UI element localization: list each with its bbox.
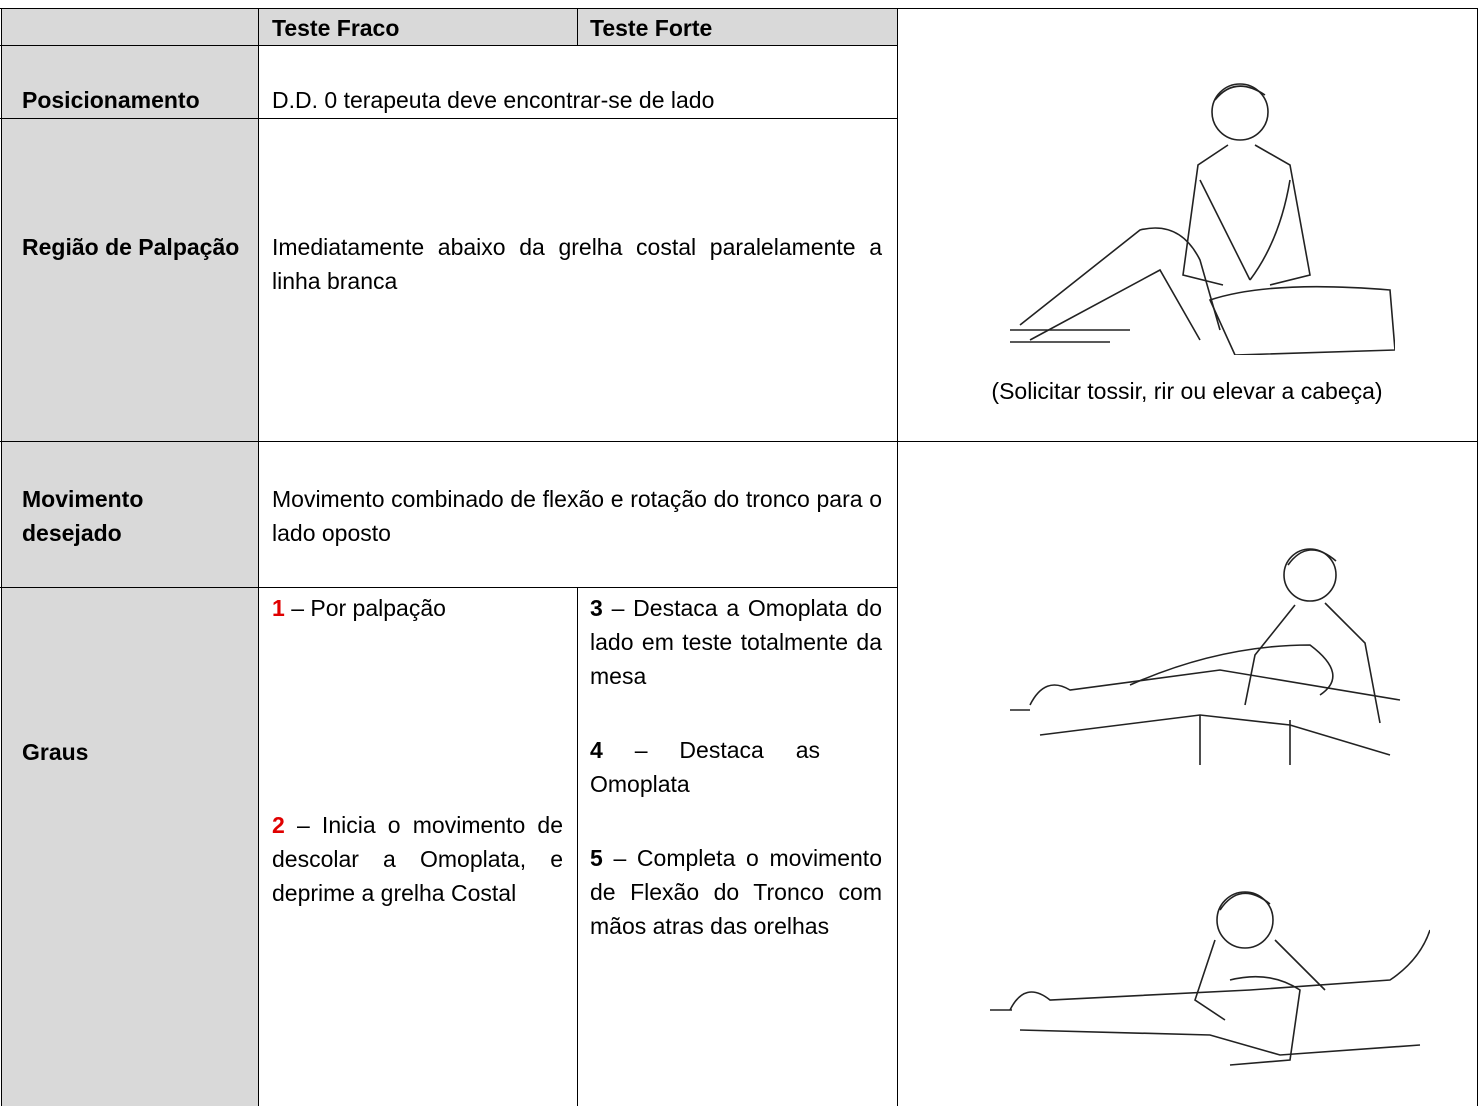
grade-item: 4 – Destaca as Omoplata [590, 733, 820, 801]
grade-text: – Destaca as Omoplata [590, 737, 820, 797]
border [258, 8, 259, 1106]
grade-text: – Completa o movimento de Flexão do Tron… [590, 845, 882, 939]
row-text: Movimento combinado de flexão e rotação … [272, 486, 882, 546]
row-label: Região de Palpação [22, 234, 240, 260]
grade-number: 2 [272, 812, 285, 838]
grade-item: 2 – Inicia o movimento de descolar a Omo… [272, 808, 563, 910]
caption: (Solicitar tossir, rir ou elevar a cabeç… [991, 378, 1383, 404]
border [577, 8, 578, 45]
border [0, 118, 897, 119]
border [0, 45, 897, 46]
grade-text: – Destaca a Omoplata do lado em teste to… [590, 595, 882, 689]
row-text: Imediatamente abaixo da grelha costal pa… [272, 234, 882, 294]
grade-item: 3 – Destaca a Omoplata do lado em teste … [590, 591, 882, 693]
grade-item: 1 – Por palpação [272, 591, 563, 625]
grade-item: 5 – Completa o movimento de Flexão do Tr… [590, 841, 882, 943]
row-label: Graus [22, 739, 89, 765]
illustration [1010, 548, 1401, 765]
border [897, 8, 898, 1106]
header-cell: Teste Fraco [272, 15, 400, 41]
border [0, 441, 1478, 442]
grade-number: 5 [590, 845, 603, 871]
grade-number: 3 [590, 595, 603, 621]
border [0, 587, 897, 588]
row-text: D.D. 0 terapeuta deve encontrar-se de la… [272, 87, 715, 113]
grade-text: – Por palpação [291, 595, 446, 621]
border [0, 8, 1478, 9]
border [1, 8, 2, 1106]
illustration [1010, 83, 1395, 355]
label-column-bg [1, 8, 258, 1106]
grade-number: 1 [272, 595, 285, 621]
illustration [990, 891, 1430, 1066]
header-cell: Teste Forte [590, 15, 713, 41]
weak-grades: 1 – Por palpação 2 – Inicia o movimento … [272, 591, 563, 1091]
border [1477, 8, 1478, 1106]
grade-number: 4 [590, 737, 603, 763]
strong-grades: 3 – Destaca a Omoplata do lado em teste … [590, 591, 882, 1091]
grade-text: – Inicia o movimento de descolar a Omopl… [272, 812, 563, 906]
border [577, 587, 578, 1106]
row-label: Movimento desejado [22, 486, 144, 546]
row-label: Posicionamento [22, 87, 200, 113]
